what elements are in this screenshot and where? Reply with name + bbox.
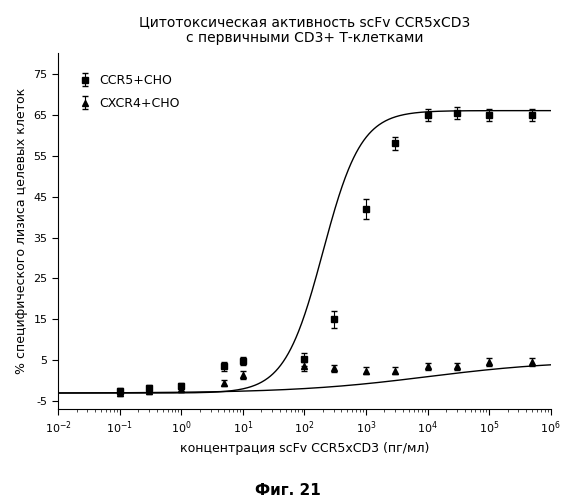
Title: Цитотоксическая активность scFv CCR5xCD3
с первичными CD3+ Т-клетками: Цитотоксическая активность scFv CCR5xCD3… bbox=[139, 15, 470, 45]
Legend: CCR5+CHO, CXCR4+CHO: CCR5+CHO, CXCR4+CHO bbox=[74, 70, 183, 114]
Y-axis label: % специфического лизиса целевых клеток: % специфического лизиса целевых клеток bbox=[15, 88, 28, 374]
X-axis label: концентрация scFv CCR5xCD3 (пг/мл): концентрация scFv CCR5xCD3 (пг/мл) bbox=[180, 442, 429, 455]
Text: Фиг. 21: Фиг. 21 bbox=[255, 483, 321, 498]
